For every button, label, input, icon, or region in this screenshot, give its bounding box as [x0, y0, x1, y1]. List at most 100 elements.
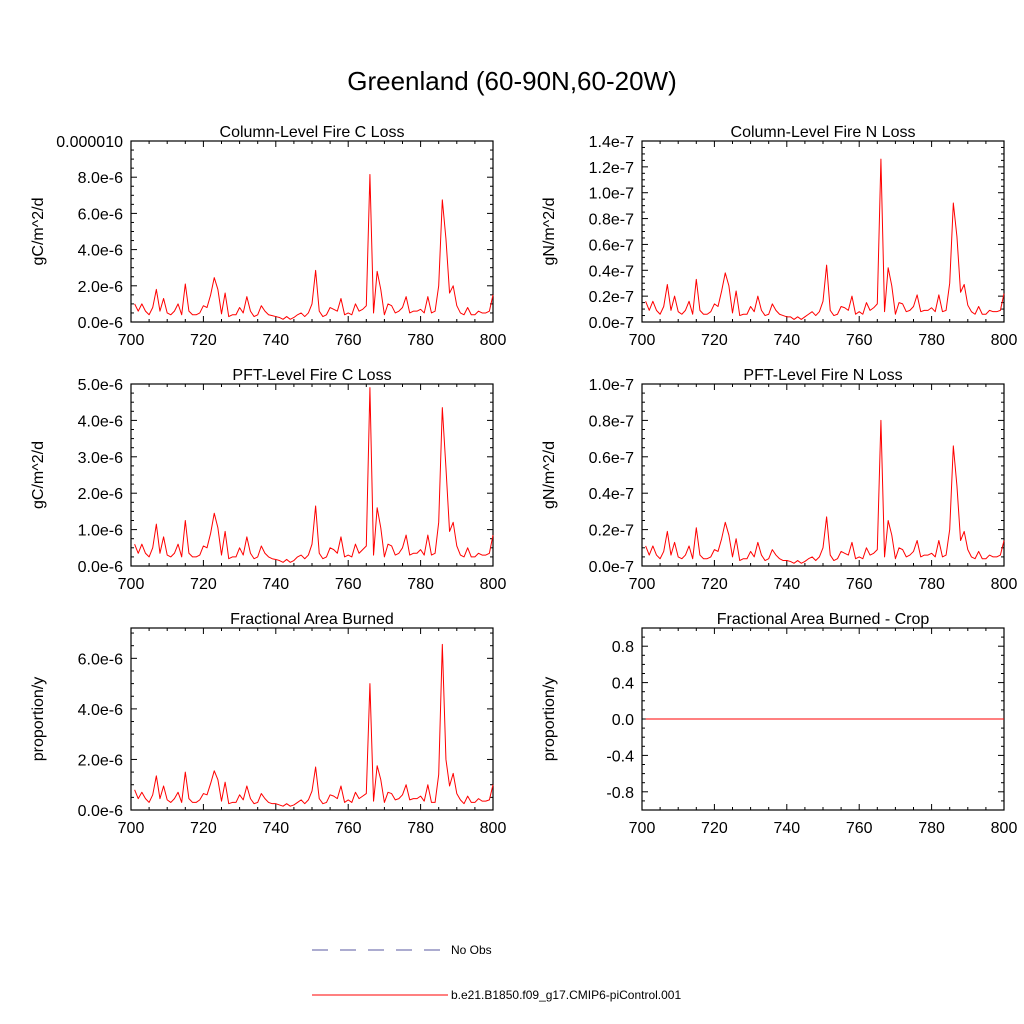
y-tick-label: 0.4	[612, 676, 634, 693]
plot-frame	[130, 140, 494, 323]
x-tick-label: 700	[118, 820, 145, 837]
x-tick-label: 780	[407, 332, 434, 349]
y-tick-label: 0.0e-6	[78, 559, 123, 576]
y-axis-label: proportion/y	[30, 677, 47, 762]
x-tick-label: 780	[407, 576, 434, 593]
panel-fractional-area-burned: Fractional Area Burned proportion/y 700 720…	[30, 611, 506, 837]
plot-frame	[130, 627, 494, 811]
chart-title: Fractional Area Burned - Crop	[717, 611, 930, 628]
y-tick-label: 1.2e-7	[589, 160, 634, 177]
series-line-b-e21-b1850-f09-g17-cmip6-picontrol-001	[645, 158, 1005, 320]
y-tick-label: 4.0e-6	[78, 243, 123, 260]
y-tick-label: 8.0e-6	[78, 170, 123, 187]
y-tick-label: 0.2e-7	[589, 523, 634, 540]
chart-title: PFT-Level Fire N Loss	[743, 367, 902, 384]
series-line-b-e21-b1850-f09-g17-cmip6-picontrol-001	[134, 643, 494, 807]
chart-title: Fractional Area Burned	[230, 611, 394, 628]
x-tick-label: 740	[262, 332, 289, 349]
y-axis-label: gC/m^2/d	[30, 198, 47, 266]
x-tick-label: 720	[190, 332, 217, 349]
plot-frame	[130, 383, 494, 567]
chart-title: PFT-Level Fire C Loss	[232, 367, 391, 384]
x-tick-label: 800	[480, 820, 507, 837]
x-tick-label: 760	[846, 332, 873, 349]
panel-column-level-fire-n-loss: Column-Level Fire N Loss gN/m^2/d 700 720 74…	[541, 124, 1017, 349]
y-tick-label: 0.0e-7	[589, 559, 634, 576]
y-tick-label: 4.0e-6	[78, 702, 123, 719]
main-title: Greenland (60-90N,60-20W)	[347, 66, 677, 96]
y-tick-label: 4.0e-6	[78, 413, 123, 430]
y-tick-label: 1.4e-7	[589, 134, 634, 151]
y-tick-label: 3.0e-6	[78, 450, 123, 467]
chart-title: Column-Level Fire N Loss	[731, 124, 916, 141]
y-tick-label: 5.0e-6	[78, 377, 123, 394]
series-line-b-e21-b1850-f09-g17-cmip6-picontrol-001	[134, 387, 494, 563]
x-tick-label: 800	[991, 576, 1018, 593]
x-tick-label: 760	[335, 576, 362, 593]
legend-label-model-run: b.e21.B1850.f09_g17.CMIP6-piControl.001	[451, 988, 681, 1002]
x-tick-label: 720	[190, 576, 217, 593]
y-tick-label: 0.8	[612, 639, 634, 656]
x-tick-label: 740	[262, 820, 289, 837]
panel-column-level-fire-c-loss: Column-Level Fire C Loss gC/m^2/d 700 720 74…	[30, 124, 506, 349]
x-tick-label: 720	[701, 576, 728, 593]
y-axis-label: gN/m^2/d	[541, 198, 558, 266]
y-tick-label: 0.0e-6	[78, 803, 123, 820]
y-tick-label: -0.8	[606, 785, 634, 802]
x-tick-label: 700	[118, 576, 145, 593]
y-tick-label: 1.0e-7	[589, 186, 634, 203]
x-tick-label: 780	[918, 332, 945, 349]
y-tick-label: 0.6e-7	[589, 450, 634, 467]
y-tick-label: 0.0e-6	[78, 315, 123, 332]
x-tick-label: 740	[773, 332, 800, 349]
x-tick-label: 780	[918, 576, 945, 593]
y-tick-label: 0.2e-7	[589, 289, 634, 306]
x-tick-label: 720	[190, 820, 217, 837]
y-tick-label: 6.0e-6	[78, 206, 123, 223]
x-tick-label: 780	[918, 820, 945, 837]
y-tick-label: 0.4e-7	[589, 486, 634, 503]
y-tick-label: 0.0	[612, 712, 634, 729]
x-tick-label: 740	[773, 820, 800, 837]
y-axis-label: gN/m^2/d	[541, 441, 558, 509]
y-tick-label: 2.0e-6	[78, 486, 123, 503]
x-tick-label: 740	[262, 576, 289, 593]
y-tick-label: 0.6e-7	[589, 237, 634, 254]
x-tick-label: 800	[480, 332, 507, 349]
y-tick-label: 0.0e-7	[589, 315, 634, 332]
series-line-b-e21-b1850-f09-g17-cmip6-picontrol-001	[134, 173, 494, 320]
x-tick-label: 760	[846, 576, 873, 593]
y-tick-label: 1.0e-6	[78, 523, 123, 540]
y-axis-label: gC/m^2/d	[30, 441, 47, 509]
x-tick-label: 780	[407, 820, 434, 837]
plot-frame	[641, 383, 1005, 567]
x-tick-label: 700	[629, 576, 656, 593]
panel-pft-level-fire-c-loss: PFT-Level Fire C Loss gC/m^2/d 700 720 740 76…	[30, 367, 506, 593]
y-tick-label: -0.4	[606, 748, 634, 765]
x-tick-label: 720	[701, 332, 728, 349]
x-tick-label: 760	[846, 820, 873, 837]
series-line-b-e21-b1850-f09-g17-cmip6-picontrol-001	[645, 419, 1005, 564]
legend-label-no-obs: No Obs	[451, 943, 492, 957]
x-tick-label: 800	[991, 820, 1018, 837]
chart-title: Column-Level Fire C Loss	[220, 124, 405, 141]
plot-frame	[641, 140, 1005, 323]
panel-fractional-area-burned-crop: Fractional Area Burned - Crop proportion/…	[541, 611, 1017, 837]
x-tick-label: 700	[629, 332, 656, 349]
x-tick-label: 760	[335, 820, 362, 837]
y-tick-label: 1.0e-7	[589, 377, 634, 394]
x-tick-label: 700	[118, 332, 145, 349]
x-tick-label: 740	[773, 576, 800, 593]
x-tick-label: 800	[480, 576, 507, 593]
y-tick-label: 0.8e-7	[589, 212, 634, 229]
x-tick-label: 720	[701, 820, 728, 837]
x-tick-label: 800	[991, 332, 1018, 349]
x-tick-label: 760	[335, 332, 362, 349]
y-tick-label: 0.4e-7	[589, 263, 634, 280]
y-tick-label: 0.000010	[56, 134, 123, 151]
x-tick-label: 700	[629, 820, 656, 837]
y-axis-label: proportion/y	[541, 677, 558, 762]
y-tick-label: 6.0e-6	[78, 651, 123, 668]
legend: No Obs b.e21.B1850.f09_g17.CMIP6-piContr…	[312, 943, 681, 1002]
